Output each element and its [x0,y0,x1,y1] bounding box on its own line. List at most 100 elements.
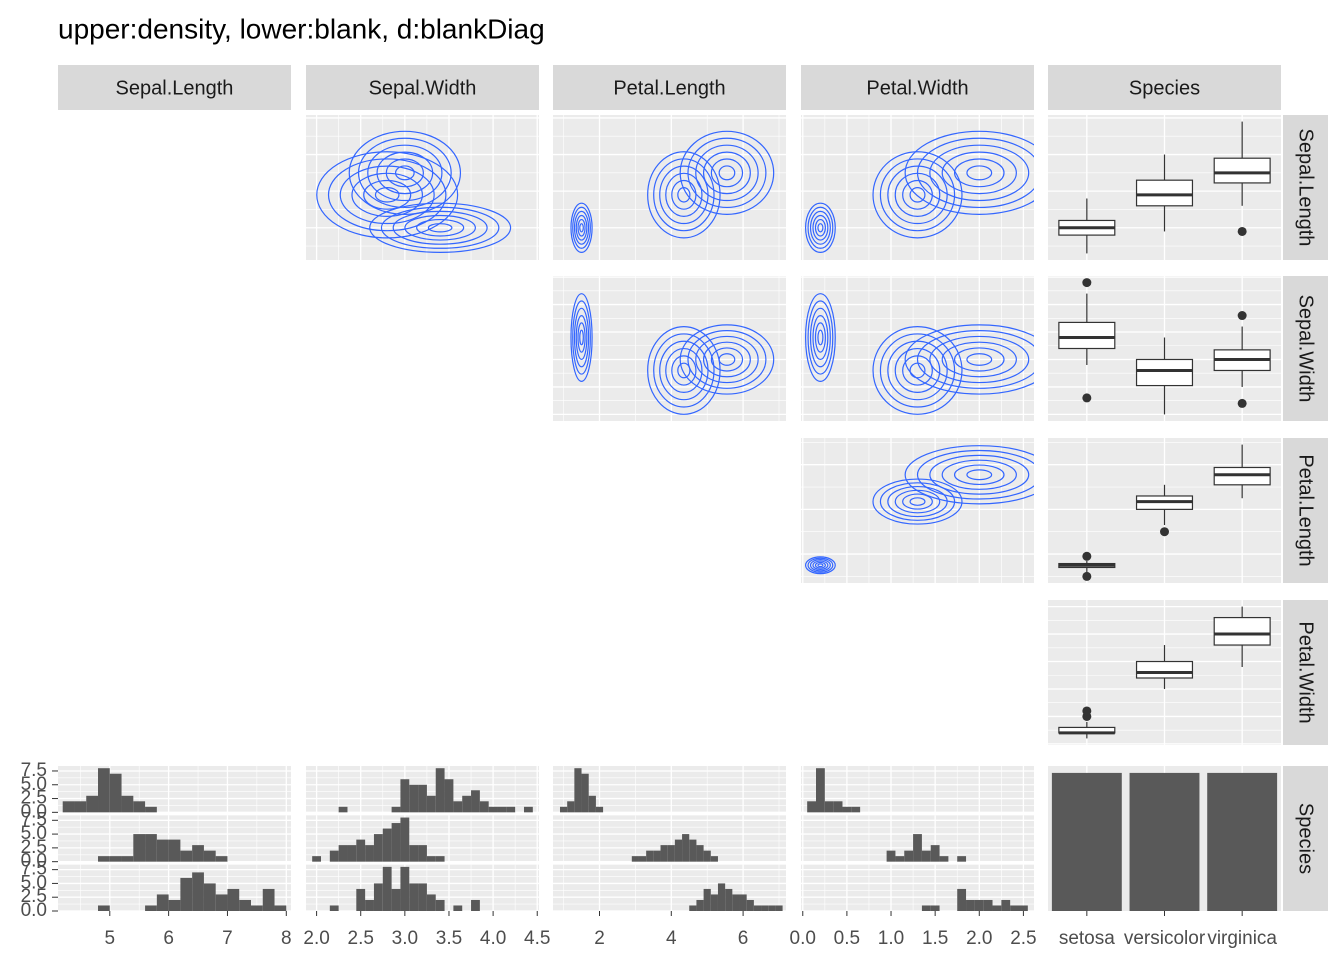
y-tick-label: 7.5 [21,859,47,880]
density-contour [941,341,1017,378]
outlier [1160,527,1169,537]
density-contour [966,469,993,481]
x-tick-label: 4 [666,928,677,949]
histogram-bar [444,779,454,813]
bar [1129,772,1200,911]
histogram-bar [595,806,604,813]
density [804,130,1034,253]
x-tick-label: 6 [163,928,174,949]
bar [1051,772,1122,911]
histogram-bar [418,845,427,862]
x-tick-label: 4.5 [524,928,550,949]
density-contour [653,158,715,232]
histogram-bar [674,839,683,862]
histogram-bar [338,845,348,862]
density-contour [929,144,1030,202]
outlier [1082,278,1092,288]
histogram-bar [391,806,401,813]
histogram-bar [983,899,993,911]
density-contour [814,218,826,237]
density-contour [695,335,759,384]
x-tick-label: 8 [281,928,292,949]
histogram-bar [703,888,711,911]
histogram-bar [453,801,463,813]
histogram-bar [180,877,193,911]
histogram-bar [497,806,507,813]
density-contour [809,307,831,368]
panel [306,115,539,260]
histogram-bar [329,905,339,911]
histogram-bar [418,784,427,813]
density-contour [966,165,993,181]
histogram-bar [471,790,480,813]
histogram-bar [426,856,436,862]
density-contour [394,165,415,181]
histogram-bar [203,883,216,911]
strip [1283,115,1328,260]
strip [553,65,786,110]
row-label: Petal.Width [1295,621,1317,723]
outlier [1237,311,1247,321]
density-contour [809,210,831,245]
x-tick-label: 1.0 [878,928,904,949]
histogram-bar [145,834,157,862]
histogram-bar [957,856,967,862]
histogram-bar [215,894,228,911]
histogram-bar [567,801,575,813]
density [804,445,1034,575]
density-contour [573,307,590,368]
histogram-bar [382,828,392,862]
histogram-bar [921,850,931,862]
histogram-bar [930,845,940,862]
histogram-bar [638,856,647,862]
density-contour [575,214,588,241]
histogram-bar [227,888,240,911]
outlier [1082,706,1092,716]
histogram-bar [646,850,654,862]
x-tick-label: 3.0 [392,928,418,949]
y-tick-label: 0.0 [21,900,47,921]
histogram-bar [930,905,940,911]
histogram-bar [816,768,825,813]
histogram-bar [479,801,489,813]
x-tick-label: 2.5 [348,928,374,949]
histogram-bar [312,856,322,862]
density-contour [879,158,956,232]
row-label: Species [1295,803,1317,874]
histogram-bar [239,899,251,911]
x-tick-label: setosa [1059,928,1115,949]
density-contour [577,218,586,237]
density [804,293,1034,415]
histogram-bar [168,899,181,911]
histogram-bar [768,905,776,911]
histogram-bar [689,905,697,911]
box [1213,616,1271,646]
density-contour [879,482,956,521]
histogram-bar [775,905,783,911]
histogram-bar [966,899,975,911]
density-contour [953,158,1005,188]
density-contour [404,214,476,241]
histogram-bar [382,866,392,911]
histogram-bar [262,888,275,911]
histogram-bar [435,768,445,813]
density-contour [416,218,465,237]
density-contour [357,137,452,209]
histogram-bar [391,823,401,862]
outlier [1237,226,1247,236]
density-contour [807,557,834,573]
density-contour [902,493,933,510]
histogram-bar [435,856,445,862]
row-label: Sepal.Length [1295,129,1317,247]
density-contour [572,206,591,249]
column-label: Sepal.Length [116,77,234,99]
histogram-bar [74,801,87,813]
histogram-bar [98,768,110,813]
strip [1048,65,1281,110]
panel [801,864,1034,911]
histogram-bar [409,784,419,813]
outlier [1237,398,1247,408]
density-contour [894,347,941,393]
density-contour [367,144,443,202]
density-contour [316,151,459,239]
